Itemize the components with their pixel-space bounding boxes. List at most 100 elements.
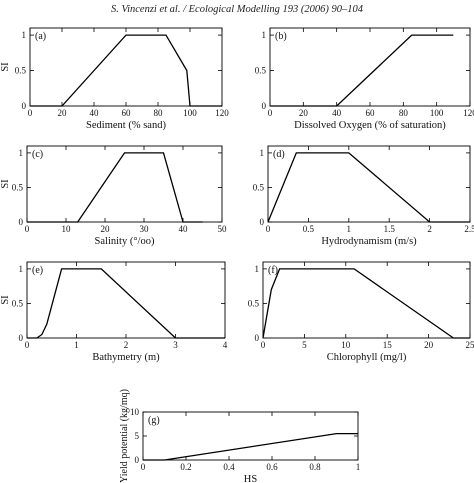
x-tick-label: 0 [25, 224, 30, 234]
y-axis-label: SI [0, 62, 11, 72]
y-tick-label: 1 [19, 148, 24, 158]
y-axis-label: SI [0, 179, 11, 189]
series-line [267, 152, 470, 223]
y-tick-label: 5 [135, 431, 140, 441]
x-axis-label: Bathymetry (m) [92, 352, 160, 363]
x-tick-label: 20 [58, 108, 68, 118]
x-tick-label: 0.5 [303, 224, 315, 234]
series-line [27, 268, 225, 339]
x-tick-label: 0.6 [266, 462, 278, 472]
x-tick-label: 0.2 [180, 462, 191, 472]
x-tick-label: 60 [122, 108, 132, 118]
x-tick-label: 0.8 [309, 462, 321, 472]
y-tick-label: 0 [262, 101, 267, 111]
x-tick-label: 4 [223, 340, 228, 350]
x-tick-label: 2 [427, 224, 432, 234]
x-tick-label: 40 [332, 108, 342, 118]
x-tick-label: 60 [366, 108, 376, 118]
x-tick-label: 120 [463, 108, 474, 118]
series-line [143, 432, 358, 461]
x-axis-label: HS [244, 474, 258, 483]
y-tick-label: 1 [255, 264, 260, 274]
chart-panel-1: 0 20 40 60 80 100 120 0 0.5 1 (a) Sediment (% sand)… [0, 27, 229, 131]
chart-panel-2: 0 20 40 60 80 100 120 0 0.5 1 (b) Dissolved Oxygen … [255, 27, 474, 131]
x-tick-label: 80 [154, 108, 164, 118]
x-tick-label: 0 [25, 340, 30, 350]
plot-frame [269, 27, 471, 107]
plot-frame [29, 27, 223, 107]
y-tick-label: 0 [260, 217, 265, 227]
y-tick-label: 0.5 [253, 182, 265, 192]
series-line [262, 268, 470, 339]
y-tick-label: 0 [22, 101, 27, 111]
x-tick-label: 3 [173, 340, 178, 350]
y-tick-label: 0 [255, 333, 260, 343]
x-axis-label: Salinity (°/oo) [95, 236, 155, 247]
panel-label: (g) [148, 415, 160, 426]
chart-panel-5: 0 1 2 3 4 0 0.5 1 (e) Bathymetry (m) SI [0, 261, 228, 363]
x-tick-label: 2 [124, 340, 129, 350]
plot-frame [142, 411, 359, 461]
x-tick-label: 1.5 [384, 224, 396, 234]
y-tick-label: 1 [260, 148, 265, 158]
series-line [27, 152, 203, 223]
x-tick-label: 10 [341, 340, 351, 350]
plot-frame [26, 261, 226, 339]
x-tick-label: 50 [218, 224, 228, 234]
x-tick-label: 0.4 [223, 462, 235, 472]
panel-label: (f) [268, 265, 278, 276]
x-axis-label: Sediment (% sand) [86, 120, 166, 131]
x-tick-label: 100 [430, 108, 444, 118]
x-tick-label: 100 [183, 108, 197, 118]
panel-label: (a) [35, 31, 46, 42]
x-tick-label: 20 [424, 340, 434, 350]
plot-frame [262, 261, 471, 339]
y-tick-label: 0.5 [255, 66, 267, 76]
plot-frame [267, 145, 471, 223]
y-tick-label: 0 [19, 333, 24, 343]
x-tick-label: 0 [141, 462, 146, 472]
chart-panel-6: 0 5 10 15 20 25 0 0.5 1 (f) Chlorophyll (mg/l) [248, 261, 474, 363]
x-tick-label: 10 [62, 224, 72, 234]
y-tick-label: 0.5 [12, 298, 24, 308]
x-tick-label: 30 [140, 224, 150, 234]
panel-label: (d) [273, 149, 285, 160]
y-tick-label: 1 [19, 264, 24, 274]
x-tick-label: 20 [299, 108, 309, 118]
y-tick-label: 0 [19, 217, 24, 227]
y-tick-label: 0.5 [248, 298, 260, 308]
x-tick-label: 20 [101, 224, 111, 234]
plot-frame [26, 145, 223, 223]
x-tick-label: 0 [268, 108, 273, 118]
series-line [30, 34, 222, 107]
y-tick-label: 10 [130, 407, 140, 417]
x-tick-label: 1 [347, 224, 352, 234]
x-tick-label: 120 [215, 108, 229, 118]
chart-panel-4: 0 0.5 1 1.5 2 2.5 0 0.5 1 (d) Hydrodynamism (m/s) [253, 145, 474, 247]
x-tick-label: 40 [90, 108, 100, 118]
x-axis-label: Chlorophyll (mg/l) [327, 352, 407, 363]
y-tick-label: 1 [22, 30, 27, 40]
y-tick-label: 0.5 [12, 182, 24, 192]
chart-panel-3: 0 10 20 30 40 50 0 0.5 1 (c) Salinity (°/oo) SI [0, 145, 228, 247]
x-tick-label: 80 [399, 108, 409, 118]
x-tick-label: 40 [179, 224, 189, 234]
x-tick-label: 1 [74, 340, 79, 350]
series-line [270, 34, 454, 107]
panel-label: (c) [32, 149, 43, 160]
x-tick-label: 0 [261, 340, 266, 350]
x-tick-label: 0 [28, 108, 33, 118]
x-tick-label: 5 [302, 340, 307, 350]
x-tick-label: 25 [466, 340, 474, 350]
y-tick-label: 1 [262, 30, 267, 40]
y-axis-label: Yield potential (kg/mq) [119, 389, 130, 483]
panel-label: (e) [32, 265, 43, 276]
y-tick-label: 0 [135, 455, 140, 465]
x-tick-label: 15 [383, 340, 393, 350]
x-axis-label: Dissolved Oxygen (% of saturation) [294, 120, 446, 131]
x-tick-label: 0 [266, 224, 271, 234]
y-axis-label: SI [0, 295, 11, 305]
x-axis-label: Hydrodynamism (m/s) [321, 236, 417, 247]
